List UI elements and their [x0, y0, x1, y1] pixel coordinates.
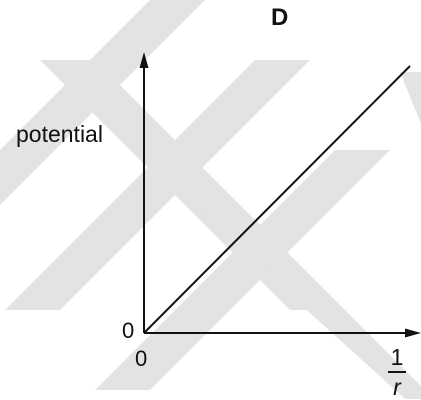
- x-axis-label: 1 r: [380, 346, 414, 399]
- chart-title: D: [271, 4, 288, 32]
- x-origin-tick-label: 0: [135, 346, 147, 372]
- x-axis-arrow: [405, 329, 421, 338]
- x-axis-label-fraction-bar: [388, 371, 406, 373]
- y-origin-tick-label: 0: [122, 318, 134, 344]
- x-axis-label-numerator: 1: [380, 346, 414, 369]
- y-axis-label: potential: [16, 121, 103, 148]
- watermark-stripe: [400, 72, 421, 124]
- x-axis-label-denominator: r: [380, 376, 414, 399]
